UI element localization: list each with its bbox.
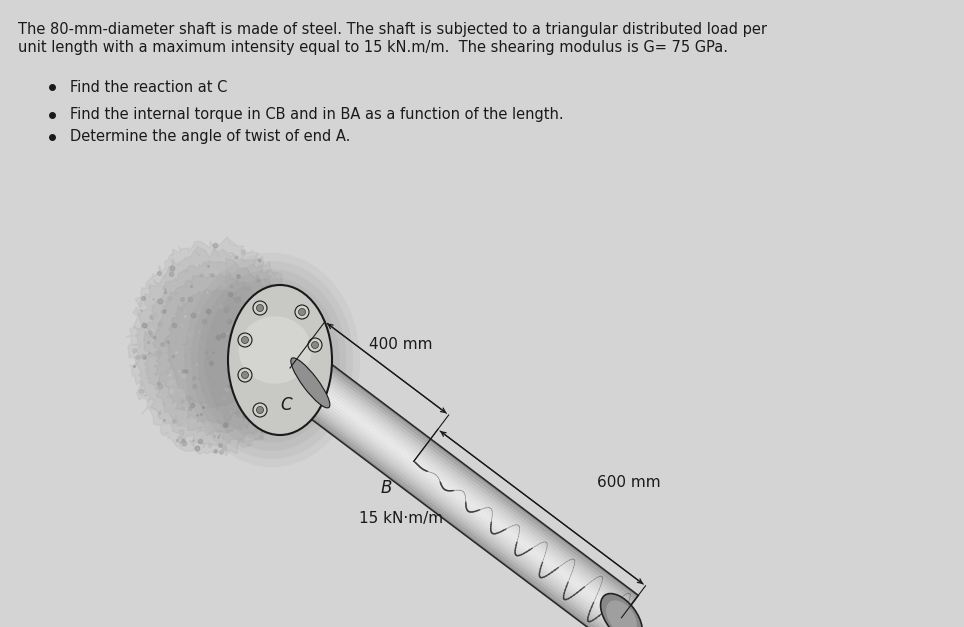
Ellipse shape (191, 261, 353, 459)
Polygon shape (261, 335, 329, 408)
Polygon shape (164, 290, 266, 411)
Ellipse shape (601, 594, 642, 627)
Ellipse shape (242, 372, 249, 379)
Text: 15 kN·m/m: 15 kN·m/m (359, 511, 442, 526)
Ellipse shape (256, 406, 263, 413)
Polygon shape (285, 372, 618, 624)
Polygon shape (275, 386, 608, 627)
Text: Find the reaction at C: Find the reaction at C (70, 80, 228, 95)
Ellipse shape (311, 342, 318, 349)
Text: Find the internal torque in CB and in BA as a function of the length.: Find the internal torque in CB and in BA… (70, 107, 564, 122)
Ellipse shape (238, 333, 252, 347)
Ellipse shape (291, 358, 330, 408)
Polygon shape (295, 359, 629, 611)
Ellipse shape (204, 278, 339, 443)
Polygon shape (302, 350, 635, 602)
Text: Determine the angle of twist of end A.: Determine the angle of twist of end A. (70, 130, 350, 144)
Polygon shape (288, 368, 622, 620)
Polygon shape (143, 258, 287, 436)
Ellipse shape (256, 305, 263, 312)
Ellipse shape (228, 285, 332, 435)
Ellipse shape (198, 269, 346, 451)
Ellipse shape (242, 337, 249, 344)
Ellipse shape (295, 305, 309, 319)
Polygon shape (280, 379, 613, 627)
Ellipse shape (239, 316, 311, 384)
Ellipse shape (184, 253, 360, 467)
Polygon shape (293, 361, 627, 613)
Ellipse shape (299, 308, 306, 315)
Text: unit length with a maximum intensity equal to 15 kN.m/m.  The shearing modulus i: unit length with a maximum intensity equ… (18, 40, 728, 55)
Polygon shape (151, 270, 278, 424)
Polygon shape (126, 237, 306, 456)
Polygon shape (286, 370, 620, 622)
Polygon shape (299, 355, 631, 606)
Polygon shape (306, 345, 638, 598)
Ellipse shape (253, 403, 267, 417)
Text: C: C (280, 396, 292, 414)
Polygon shape (281, 377, 615, 627)
Polygon shape (277, 384, 609, 627)
Text: The 80-mm-diameter shaft is made of steel. The shaft is subjected to a triangula: The 80-mm-diameter shaft is made of stee… (18, 22, 767, 37)
Ellipse shape (238, 368, 252, 382)
Ellipse shape (308, 338, 322, 352)
Polygon shape (283, 375, 616, 627)
Polygon shape (304, 348, 636, 600)
Ellipse shape (606, 601, 637, 627)
Polygon shape (292, 364, 625, 616)
Polygon shape (132, 246, 299, 448)
Polygon shape (300, 352, 633, 604)
Text: 600 mm: 600 mm (597, 475, 660, 490)
Ellipse shape (253, 301, 267, 315)
Polygon shape (273, 388, 606, 627)
Polygon shape (290, 366, 623, 618)
Polygon shape (297, 357, 629, 609)
Text: 400 mm: 400 mm (369, 337, 433, 352)
Text: B: B (380, 479, 391, 497)
Polygon shape (279, 381, 611, 627)
